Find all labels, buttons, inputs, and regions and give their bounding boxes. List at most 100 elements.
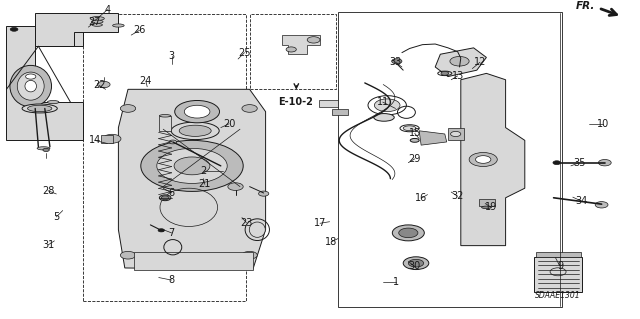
Text: 29: 29	[408, 154, 421, 164]
Ellipse shape	[159, 195, 171, 201]
Circle shape	[476, 156, 491, 163]
Ellipse shape	[481, 206, 492, 209]
Polygon shape	[35, 13, 118, 46]
Circle shape	[10, 27, 18, 31]
Text: 13: 13	[451, 71, 464, 81]
Circle shape	[392, 59, 402, 64]
Polygon shape	[435, 48, 486, 77]
Ellipse shape	[17, 72, 44, 100]
Text: 30: 30	[408, 261, 421, 271]
Text: 26: 26	[133, 25, 146, 35]
Circle shape	[26, 74, 36, 79]
Text: 5: 5	[53, 212, 60, 222]
Circle shape	[450, 56, 469, 66]
Text: 23: 23	[240, 218, 253, 228]
Ellipse shape	[113, 24, 124, 27]
Ellipse shape	[28, 105, 52, 112]
Bar	[134, 252, 253, 270]
Bar	[83, 14, 246, 301]
Circle shape	[374, 99, 400, 112]
Circle shape	[120, 251, 136, 259]
Circle shape	[408, 259, 424, 267]
Bar	[250, 14, 336, 89]
Text: SDAAE1301: SDAAE1301	[535, 291, 581, 300]
Text: 32: 32	[451, 191, 464, 201]
Polygon shape	[282, 35, 320, 54]
Ellipse shape	[37, 147, 50, 150]
Ellipse shape	[179, 125, 211, 137]
Text: 19: 19	[485, 202, 498, 212]
Circle shape	[307, 37, 320, 43]
Text: 18: 18	[325, 237, 338, 247]
Circle shape	[174, 157, 210, 175]
Circle shape	[598, 160, 611, 166]
Text: 8: 8	[168, 275, 175, 285]
Polygon shape	[419, 131, 447, 145]
Bar	[338, 12, 562, 307]
Text: 28: 28	[42, 186, 54, 196]
Text: 6: 6	[168, 188, 175, 198]
Ellipse shape	[22, 104, 58, 113]
Text: 31: 31	[42, 240, 54, 250]
Ellipse shape	[25, 80, 36, 92]
Ellipse shape	[410, 138, 419, 142]
Ellipse shape	[159, 115, 171, 117]
Ellipse shape	[172, 122, 219, 140]
Circle shape	[286, 47, 296, 52]
Text: 1: 1	[392, 277, 399, 287]
Text: 27: 27	[88, 17, 101, 27]
Bar	[319, 100, 338, 107]
Circle shape	[97, 81, 110, 88]
Circle shape	[399, 228, 418, 238]
Circle shape	[242, 105, 257, 112]
Circle shape	[441, 71, 449, 75]
Text: 24: 24	[140, 76, 152, 86]
Circle shape	[469, 152, 497, 167]
Text: 16: 16	[415, 193, 428, 204]
Text: 21: 21	[198, 179, 211, 189]
Circle shape	[595, 202, 608, 208]
Text: 33: 33	[389, 57, 402, 67]
Circle shape	[158, 229, 164, 232]
Text: 12: 12	[474, 57, 486, 67]
Text: 4: 4	[104, 4, 111, 15]
Text: 11: 11	[376, 97, 389, 107]
Text: 35: 35	[573, 158, 586, 168]
Ellipse shape	[374, 114, 394, 121]
Ellipse shape	[90, 17, 104, 20]
Text: 3: 3	[168, 51, 175, 61]
Circle shape	[259, 191, 269, 196]
Bar	[332, 109, 348, 115]
Bar	[159, 116, 171, 131]
Polygon shape	[461, 73, 525, 246]
Circle shape	[553, 161, 561, 165]
Circle shape	[175, 100, 220, 123]
Circle shape	[392, 225, 424, 241]
Text: 2: 2	[200, 166, 207, 176]
Text: 9: 9	[557, 261, 563, 271]
Circle shape	[242, 251, 257, 259]
Text: 22: 22	[93, 80, 106, 91]
Ellipse shape	[92, 24, 102, 26]
Ellipse shape	[47, 100, 59, 104]
Circle shape	[403, 257, 429, 270]
Text: 34: 34	[575, 196, 588, 206]
Circle shape	[228, 183, 243, 190]
Ellipse shape	[92, 20, 103, 23]
Text: FR.: FR.	[576, 1, 595, 11]
Text: 7: 7	[168, 228, 175, 238]
Ellipse shape	[43, 148, 49, 152]
Text: 17: 17	[314, 218, 326, 228]
Ellipse shape	[250, 222, 266, 237]
Text: 10: 10	[596, 119, 609, 129]
Text: E-10-2: E-10-2	[278, 97, 313, 107]
Ellipse shape	[10, 65, 51, 107]
Bar	[479, 199, 495, 206]
Text: 14: 14	[88, 135, 101, 145]
Circle shape	[169, 140, 177, 144]
Circle shape	[103, 134, 121, 143]
Bar	[101, 135, 113, 143]
Circle shape	[120, 105, 136, 112]
Text: 20: 20	[223, 119, 236, 129]
Circle shape	[451, 131, 461, 137]
